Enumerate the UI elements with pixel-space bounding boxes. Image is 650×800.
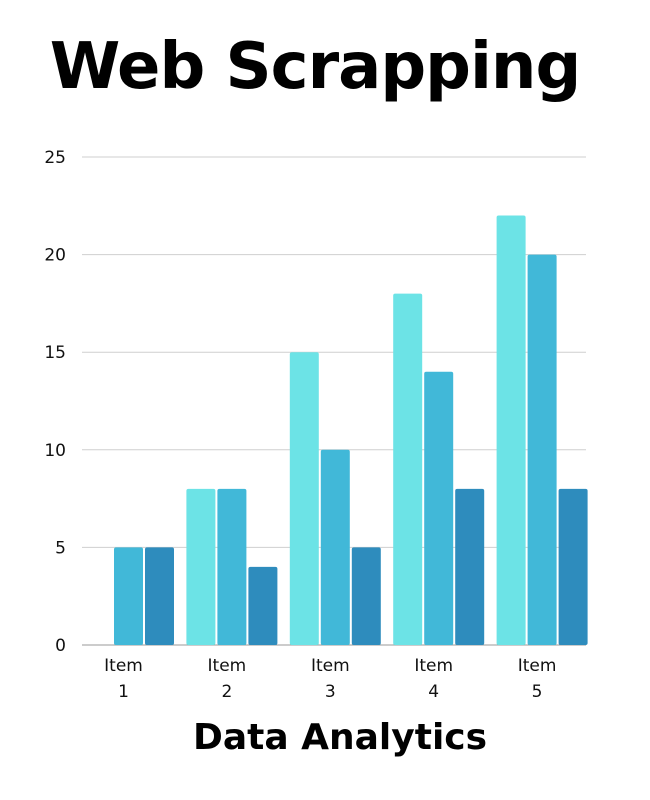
bar: [455, 488, 485, 645]
bar: [145, 547, 174, 645]
x-category-label: Item: [104, 656, 143, 676]
bar: [217, 488, 247, 645]
x-category-label: 4: [428, 682, 439, 702]
bar: [320, 449, 350, 645]
bars: [114, 215, 588, 645]
x-category-label: Item: [208, 656, 247, 676]
y-axis-tick-labels: 0 5 10 15 20 25: [44, 148, 66, 656]
x-category-label: 5: [532, 682, 543, 702]
bar: [351, 547, 381, 645]
bar: [248, 566, 278, 645]
bar: [558, 488, 588, 645]
bar: [289, 352, 319, 645]
bar: [114, 547, 143, 645]
y-tick-label: 10: [44, 441, 66, 461]
y-tick-label: 25: [44, 148, 66, 168]
chart-title: Web Scrapping: [49, 30, 582, 104]
bar: [527, 254, 557, 645]
y-tick-label: 0: [55, 636, 66, 656]
bar: [496, 215, 526, 645]
x-category-label: Item: [518, 656, 557, 676]
x-category-label: 3: [325, 682, 336, 702]
x-category-label: Item: [311, 656, 350, 676]
y-tick-label: 5: [55, 538, 66, 558]
bar: [186, 488, 216, 645]
bar: [393, 293, 423, 645]
bar: [424, 371, 454, 645]
x-category-label: Item: [414, 656, 453, 676]
x-axis-label: Data Analytics: [192, 717, 488, 758]
x-category-label: 1: [118, 682, 129, 702]
y-tick-label: 20: [44, 246, 66, 266]
y-tick-label: 15: [44, 343, 66, 363]
x-category-label: 2: [221, 682, 232, 702]
x-axis-category-labels: Item 1 Item 2 Item 3 Item 4 Item 5: [104, 656, 556, 702]
